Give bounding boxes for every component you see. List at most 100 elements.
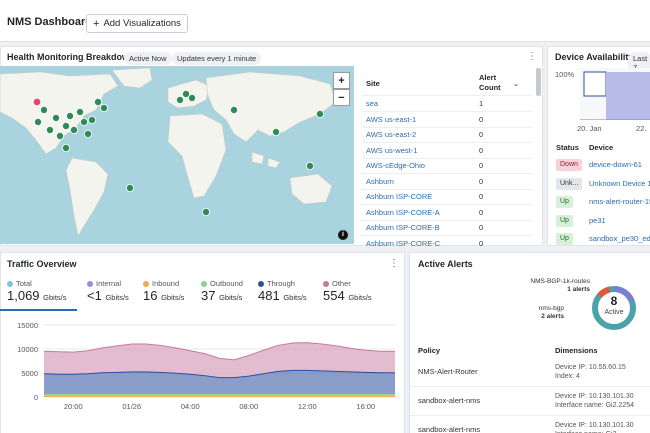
x-tick-label: 01/26 [122, 402, 141, 411]
alert-policy[interactable]: sandbox-alert-nms [418, 396, 481, 405]
legend-dot-icon [258, 280, 264, 287]
metric-value: 16 Gbits/s [143, 288, 184, 303]
metric-number: 1,069 [7, 288, 40, 303]
site-link[interactable]: AWS us-east-2 [366, 130, 417, 139]
site-link[interactable]: Ashburn ISP-CORE-B [366, 223, 440, 232]
table-row-divider [362, 188, 532, 190]
site-link[interactable]: Ashburn ISP-CORE [366, 192, 433, 201]
availability-y-label: 100% [555, 70, 575, 79]
site-column-header[interactable]: Site [366, 79, 380, 88]
table-scrollbar[interactable] [536, 68, 541, 96]
active-alerts-title: Active Alerts [418, 259, 473, 269]
metric-inbound[interactable]: Inbound [143, 279, 179, 288]
series-area-other[interactable] [44, 342, 395, 378]
traffic-menu-icon[interactable]: ⋮ [389, 258, 399, 269]
metric-label-text: Inbound [152, 279, 180, 288]
x-tick-label: 16:00 [356, 402, 375, 411]
status-badge: Down [556, 159, 582, 171]
legend-dot-icon [87, 280, 93, 287]
metric-outbound[interactable]: Outbound [201, 279, 243, 288]
dimension-line: Interface name: Gi2.2254 [555, 402, 634, 409]
device-link[interactable]: device-down-61 [589, 160, 642, 169]
metric-unit: Gbits/s [348, 293, 372, 302]
table-row-divider [362, 111, 532, 112]
add-visualizations-button[interactable]: + Add Visualizations [86, 14, 188, 33]
device-availability-title: Device Availability [555, 52, 634, 62]
site-map[interactable]: + − i [0, 66, 354, 244]
alert-callout-bgp-1k: NMS-BGP-1k-routes 1 alerts [520, 278, 590, 294]
site-link[interactable]: Ashburn [366, 176, 394, 186]
table-row-divider [362, 219, 532, 221]
metric-label-text: Internal [96, 279, 122, 288]
metric-value: 554 Gbits/s [323, 288, 372, 303]
metric-number: 37 [201, 288, 216, 303]
metric-other[interactable]: Other [323, 279, 351, 288]
site-link[interactable]: AWS us-west-1 [366, 145, 418, 155]
site-link[interactable]: AWS-cEdge-Ohio [366, 161, 425, 170]
availability-x-label-0: 20. Jan [577, 124, 602, 133]
series-line-through [43, 369, 395, 379]
alert-policy[interactable]: NMS-Alert-Router [418, 367, 478, 376]
device-link[interactable]: Unknown Device 1 [589, 178, 650, 188]
health-monitoring-title: Health Monitoring Breakdown [7, 52, 135, 62]
metric-number: 554 [323, 288, 345, 303]
table-row-divider [362, 204, 532, 205]
alert-count: 1 [479, 99, 484, 108]
metric-unit: Gbits/s [161, 293, 185, 302]
dimension-line: Device IP: 10.130.101.30 [555, 422, 634, 429]
status-column-header: Status [556, 143, 579, 152]
world-map-graphic [0, 67, 337, 237]
donut-count: 8 [610, 294, 618, 308]
legend-dot-icon [201, 280, 207, 287]
availability-x-label-1: 22. [636, 124, 647, 133]
site-link[interactable]: sea [366, 99, 379, 108]
page-title: NMS Dashboard [7, 16, 92, 28]
metric-unit: Gbits/s [105, 293, 129, 302]
dimension-line: Device IP: 10.55.60.15 [555, 364, 626, 371]
alert-dimensions: Device IP: 10.55.60.15 Index: 4 [555, 363, 626, 381]
series-line-other [43, 342, 395, 361]
health-menu-icon[interactable]: ⋮ [527, 51, 537, 62]
alert-callout-name: NMS-BGP-1k-routes [530, 278, 590, 285]
sort-chevron-icon[interactable]: ⌄ [513, 81, 519, 88]
site-link[interactable]: AWS us-east-1 [366, 114, 417, 124]
alert-count: 0 [479, 176, 484, 186]
y-tick-label: 0 [34, 393, 38, 402]
metric-through[interactable]: Through [258, 279, 295, 288]
zoom-in-button[interactable]: + [333, 72, 350, 89]
traffic-chart: 0 5000 10000 15000 20:00 01/26 04:00 08:00 12:00… [17, 321, 395, 411]
metric-total[interactable]: Total [7, 279, 32, 288]
table-row-divider [362, 250, 532, 252]
plus-icon: + [93, 17, 100, 30]
update-interval-badge: Updates every 1 minute [172, 52, 262, 65]
active-alerts-panel [409, 252, 650, 433]
x-tick-label: 12:00 [298, 402, 317, 411]
metric-internal[interactable]: Internal [87, 279, 121, 288]
status-badge: Up [556, 196, 573, 208]
device-link[interactable]: sandbox_pe30_edg [589, 234, 650, 243]
zoom-out-button[interactable]: − [333, 89, 350, 106]
device-link[interactable]: nms-alert-router-15 [589, 197, 650, 206]
site-link[interactable]: Ashburn ISP-CORE-C [366, 238, 441, 248]
map-info-icon[interactable]: i [338, 230, 348, 240]
alert-policy[interactable]: sandbox-alert-nms [418, 425, 481, 433]
availability-chart [580, 68, 650, 120]
alert-count-column-header[interactable]: Alert Count [479, 73, 501, 92]
status-badge: Up [556, 233, 573, 245]
status-badge: Up [556, 214, 573, 227]
dimension-line: Index: 4 [555, 373, 580, 380]
alert-callout-name: nms-bgp [538, 305, 564, 312]
alert-dimensions: Device IP: 10.130.101.30 Interface name: … [555, 392, 634, 410]
metric-unit: Gbits/s [43, 293, 67, 302]
series-area-through[interactable] [44, 370, 395, 395]
legend-dot-icon [7, 280, 13, 287]
table-row-divider [362, 173, 532, 174]
active-now-badge: Active Now [124, 52, 172, 65]
site-link[interactable]: Ashburn ISP-CORE-A [366, 207, 440, 217]
device-link[interactable]: pe31 [589, 215, 606, 225]
alert-row-divider [410, 386, 650, 387]
alerts-donut[interactable] [590, 284, 638, 332]
y-tick-label: 5000 [21, 369, 38, 378]
policy-column-header: Policy [418, 346, 441, 355]
table-row-divider [362, 126, 532, 128]
